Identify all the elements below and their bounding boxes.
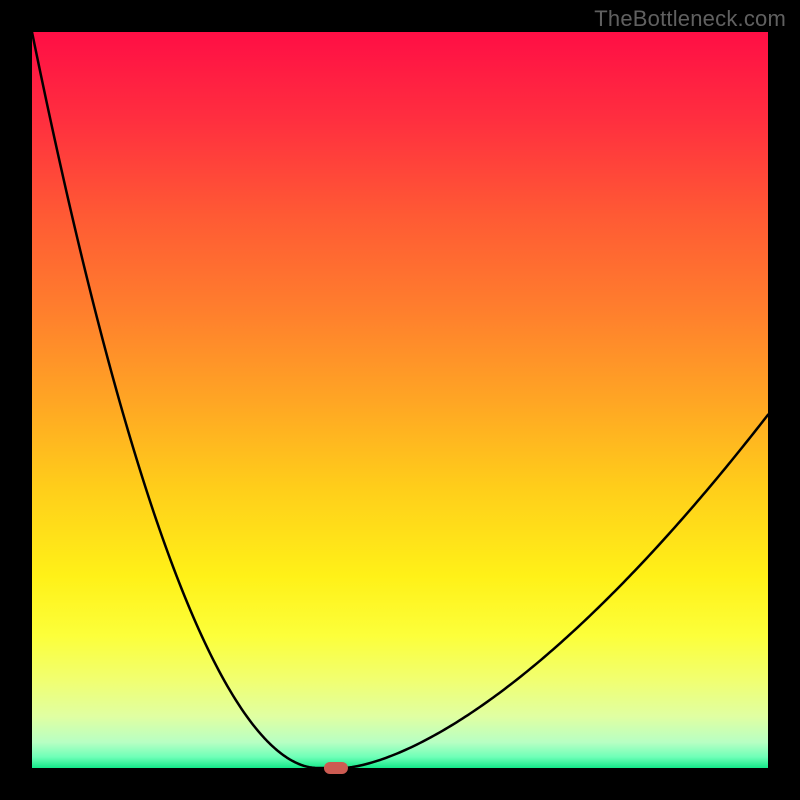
bottleneck-chart bbox=[0, 0, 800, 800]
optimal-marker bbox=[324, 762, 348, 774]
chart-frame: TheBottleneck.com bbox=[0, 0, 800, 800]
chart-background bbox=[32, 32, 768, 768]
watermark-text: TheBottleneck.com bbox=[594, 6, 786, 32]
